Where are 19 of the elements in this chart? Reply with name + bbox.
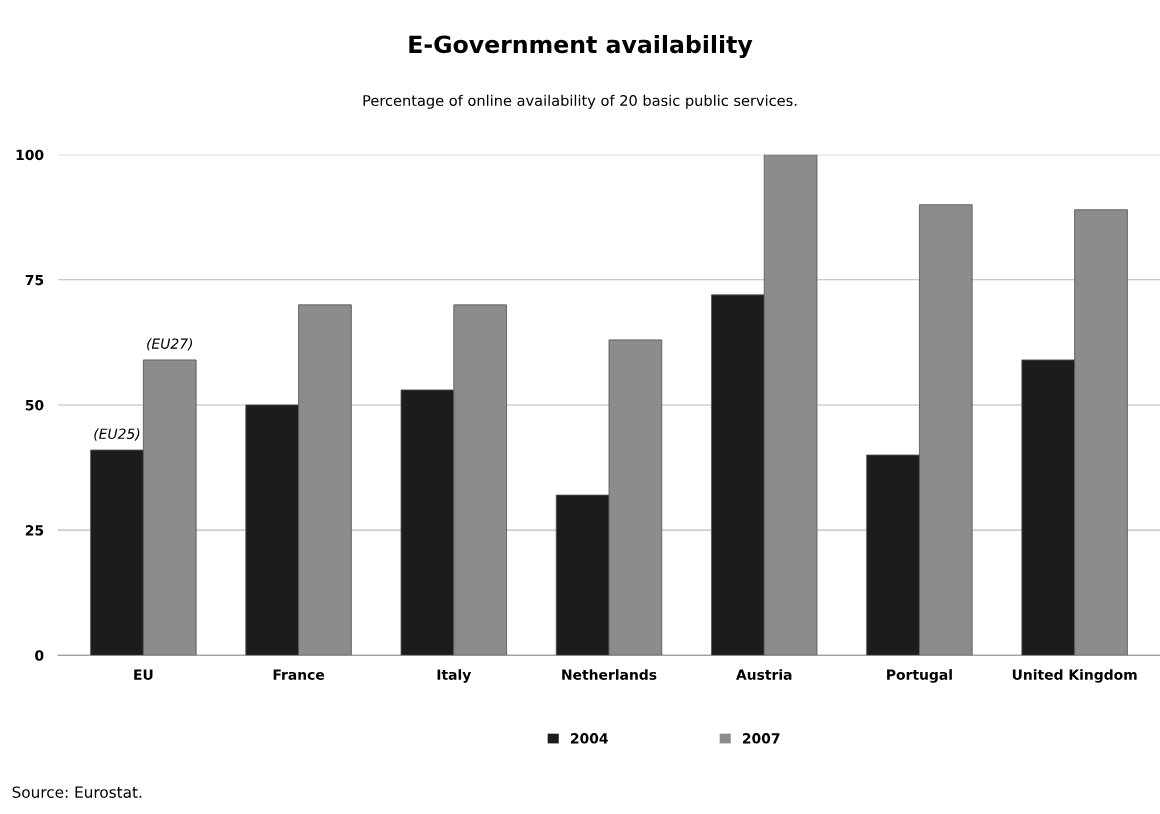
- chart-title: E-Government availability: [409, 34, 753, 58]
- y-tick-label: 50: [25, 399, 44, 411]
- y-tick-label: 25: [25, 525, 44, 536]
- chart-subtitle: Percentage of online availability of 20 basic public services.: [363, 94, 797, 109]
- annotation: (EU27): [147, 338, 193, 351]
- x-tick-label: United Kingdom: [1012, 669, 1137, 683]
- annotation: (EU25): [94, 428, 140, 441]
- y-tick-label: 100: [16, 149, 44, 161]
- x-tick-label: Italy: [437, 669, 472, 683]
- source-note: Source: Eurostat.: [12, 786, 142, 798]
- y-tick-label: 75: [25, 274, 44, 286]
- legend-label: 2004: [570, 733, 608, 744]
- x-tick-label: EU: [134, 669, 153, 680]
- x-tick-label: Netherlands: [562, 669, 657, 680]
- x-tick-label: France: [273, 669, 325, 680]
- x-tick-label: Portugal: [887, 669, 952, 683]
- legend-label: 2007: [742, 733, 780, 744]
- x-tick-label: Austria: [736, 669, 792, 680]
- y-tick-label: 0: [35, 650, 44, 661]
